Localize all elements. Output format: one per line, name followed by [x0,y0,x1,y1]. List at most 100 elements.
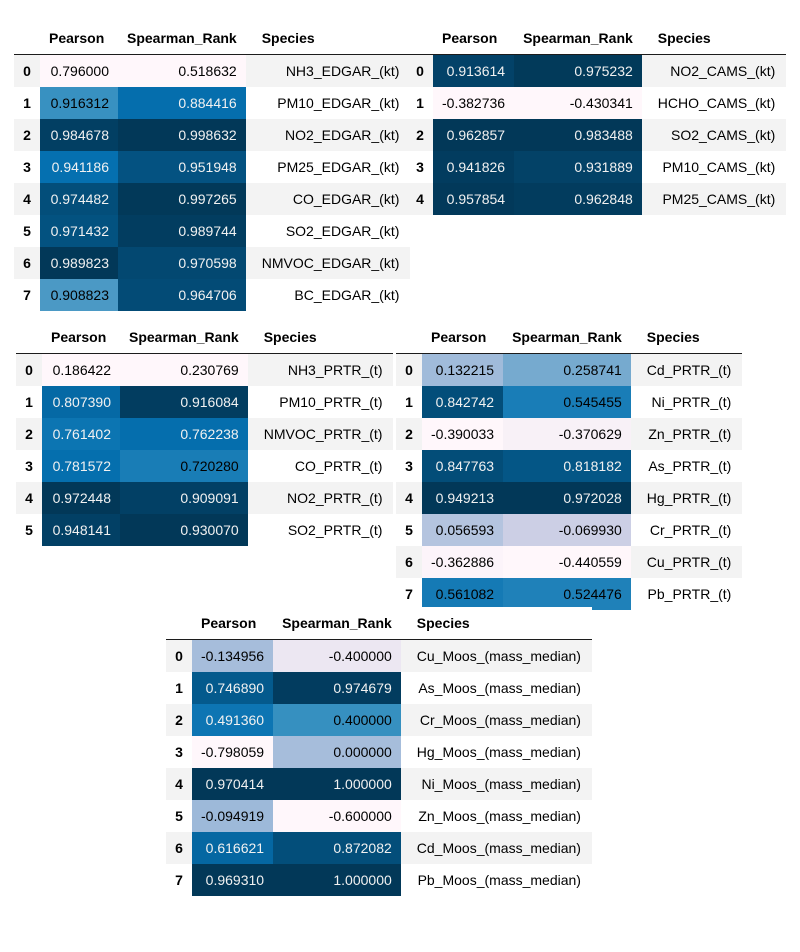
row-index: 5 [23,223,31,239]
column-header-spearman_rank: Spearman_Rank [503,321,631,354]
table-row: 4 0.974482 0.997265 CO_EDGAR_(kt) [14,183,411,215]
pearson-value-cell: 0.616621 [192,832,274,864]
row-index: 3 [405,458,413,474]
blank-index-header [396,321,422,354]
column-header-species: Species [630,321,743,354]
species-cell: Cr_Moos_(mass_median) [400,704,592,736]
species-cell: SO2_EDGAR_(kt) [285,223,400,239]
column-header-pearson: Pearson [40,22,118,55]
row-index: 0 [14,54,40,87]
table-row: 7 0.908823 0.964706 BC_EDGAR_(kt) [14,279,410,311]
table-row: 4 0.957854 0.962848 PM25_CAMS_(kt) [407,183,787,215]
spearman-value-cell: 0.258741 [503,353,631,386]
table-row: 1 -0.382736 -0.430341 HCHO_CAMS_(kt) [407,87,786,119]
column-header-species: Species [641,22,787,55]
species-cell: PM10_EDGAR_(kt) [277,95,400,111]
species-cell: CO_EDGAR_(kt) [245,183,411,215]
table-row: 6 0.616621 0.872082 Cd_Moos_(mass_median) [166,832,592,864]
spearman-value-cell: 0.884416 [118,87,246,119]
pearson-value-cell: 0.847763 [422,450,504,482]
column-header-pearson: Pearson [422,321,504,354]
pearson-value-cell: 0.761402 [42,418,120,450]
table-row: 3 0.847763 0.818182 As_PRTR_(t) [396,450,742,482]
species-cell: NMVOC_EDGAR_(kt) [245,247,411,279]
styled-dataframe: Pearson Spearman_Rank Species 0 0.796000 0.51… [14,22,411,311]
table-row: 0 0.796000 0.518632 NH3_EDGAR_(kt) [14,54,411,87]
spearman-value-cell: 0.930070 [120,514,248,546]
row-index: 0 [407,54,433,87]
pearson-value-cell: 0.842742 [422,386,504,418]
table-row: 5 0.971432 0.989744 SO2_EDGAR_(kt) [14,215,410,247]
row-index: 5 [175,808,183,824]
row-index: 6 [166,832,192,864]
pearson-value-cell: 0.962857 [433,119,515,151]
species-cell: NH3_EDGAR_(kt) [245,54,411,87]
row-index: 1 [416,95,424,111]
table-row: 6 -0.362886 -0.440559 Cu_PRTR_(t) [396,546,743,578]
row-index: 3 [25,458,33,474]
pearson-value-cell: -0.362886 [422,546,504,578]
row-index: 4 [14,183,40,215]
table-row: 2 0.962857 0.983488 SO2_CAMS_(kt) [407,119,787,151]
pearson-value-cell: 0.561082 [422,578,504,610]
spearman-value-cell: -0.600000 [273,800,401,832]
species-cell: PM10_CAMS_(kt) [662,159,776,175]
row-index: 4 [166,768,192,800]
species-cell: NO2_EDGAR_(kt) [245,119,411,151]
species-cell: Pb_Moos_(mass_median) [417,872,581,888]
row-index: 5 [405,522,413,538]
pearson-value-cell: 0.941826 [433,151,515,183]
spearman-value-cell: 0.400000 [273,704,401,736]
spearman-value-cell: 0.962848 [514,183,642,215]
row-index: 4 [396,482,422,514]
pearson-value-cell: 0.971432 [40,215,118,247]
row-index: 5 [25,522,33,538]
table-row: 0 -0.134956 -0.400000 Cu_Moos_(mass_median) [166,639,592,672]
spearman-value-cell: 0.997265 [118,183,246,215]
blank-index-header [16,321,42,354]
pearson-value-cell: -0.134956 [192,639,274,672]
pearson-value-cell: 0.132215 [422,353,504,386]
row-index: 2 [14,119,40,151]
column-header-spearman_rank: Spearman_Rank [120,321,248,354]
species-cell: Pb_PRTR_(t) [647,586,732,602]
pearson-value-cell: -0.094919 [192,800,274,832]
table-row: 3 -0.798059 0.000000 Hg_Moos_(mass_median) [166,736,592,768]
species-cell: BC_EDGAR_(kt) [294,287,400,303]
pearson-value-cell: -0.382736 [433,87,515,119]
spearman-value-cell: 0.000000 [273,736,401,768]
table-row: 2 0.761402 0.762238 NMVOC_PRTR_(t) [16,418,394,450]
row-index: 3 [23,159,31,175]
table-row: 4 0.972448 0.909091 NO2_PRTR_(t) [16,482,394,514]
pearson-value-cell: 0.186422 [42,353,120,386]
correlation-table-prtr-gases: Pearson Spearman_Rank Species 0 0.186422 0.23… [16,321,394,546]
species-cell: Zn_PRTR_(t) [630,418,743,450]
row-index: 0 [396,353,422,386]
row-index: 6 [14,247,40,279]
styled-dataframe: Pearson Spearman_Rank Species 0 0.913614 0.97… [407,22,787,215]
styled-dataframe: Pearson Spearman_Rank Species 0 -0.134956 -0.… [166,607,592,896]
row-index: 0 [16,353,42,386]
correlation-table-cams: Pearson Spearman_Rank Species 0 0.913614 0.97… [407,22,787,215]
pearson-value-cell: 0.807390 [42,386,120,418]
spearman-value-cell: 0.909091 [120,482,248,514]
spearman-value-cell: 0.518632 [118,54,246,87]
spearman-value-cell: 0.720280 [120,450,248,482]
table-row: 7 0.969310 1.000000 Pb_Moos_(mass_median) [166,864,592,896]
spearman-value-cell: 0.970598 [118,247,246,279]
column-header-pearson: Pearson [433,22,515,55]
row-index: 6 [396,546,422,578]
header-row: Pearson Spearman_Rank Species [14,22,411,55]
spearman-value-cell: 0.974679 [273,672,401,704]
row-index: 2 [16,418,42,450]
row-index: 7 [405,586,413,602]
styled-dataframe: Pearson Spearman_Rank Species 0 0.186422 0.23… [16,321,394,546]
pearson-value-cell: 0.746890 [192,672,274,704]
species-cell: Hg_PRTR_(t) [630,482,743,514]
table-row: 3 0.941826 0.931889 PM10_CAMS_(kt) [407,151,786,183]
species-cell: SO2_PRTR_(t) [287,522,383,538]
pearson-value-cell: 0.908823 [40,279,118,311]
table-row: 5 0.056593 -0.069930 Cr_PRTR_(t) [396,514,742,546]
row-index: 2 [407,119,433,151]
pearson-value-cell: -0.390033 [422,418,504,450]
